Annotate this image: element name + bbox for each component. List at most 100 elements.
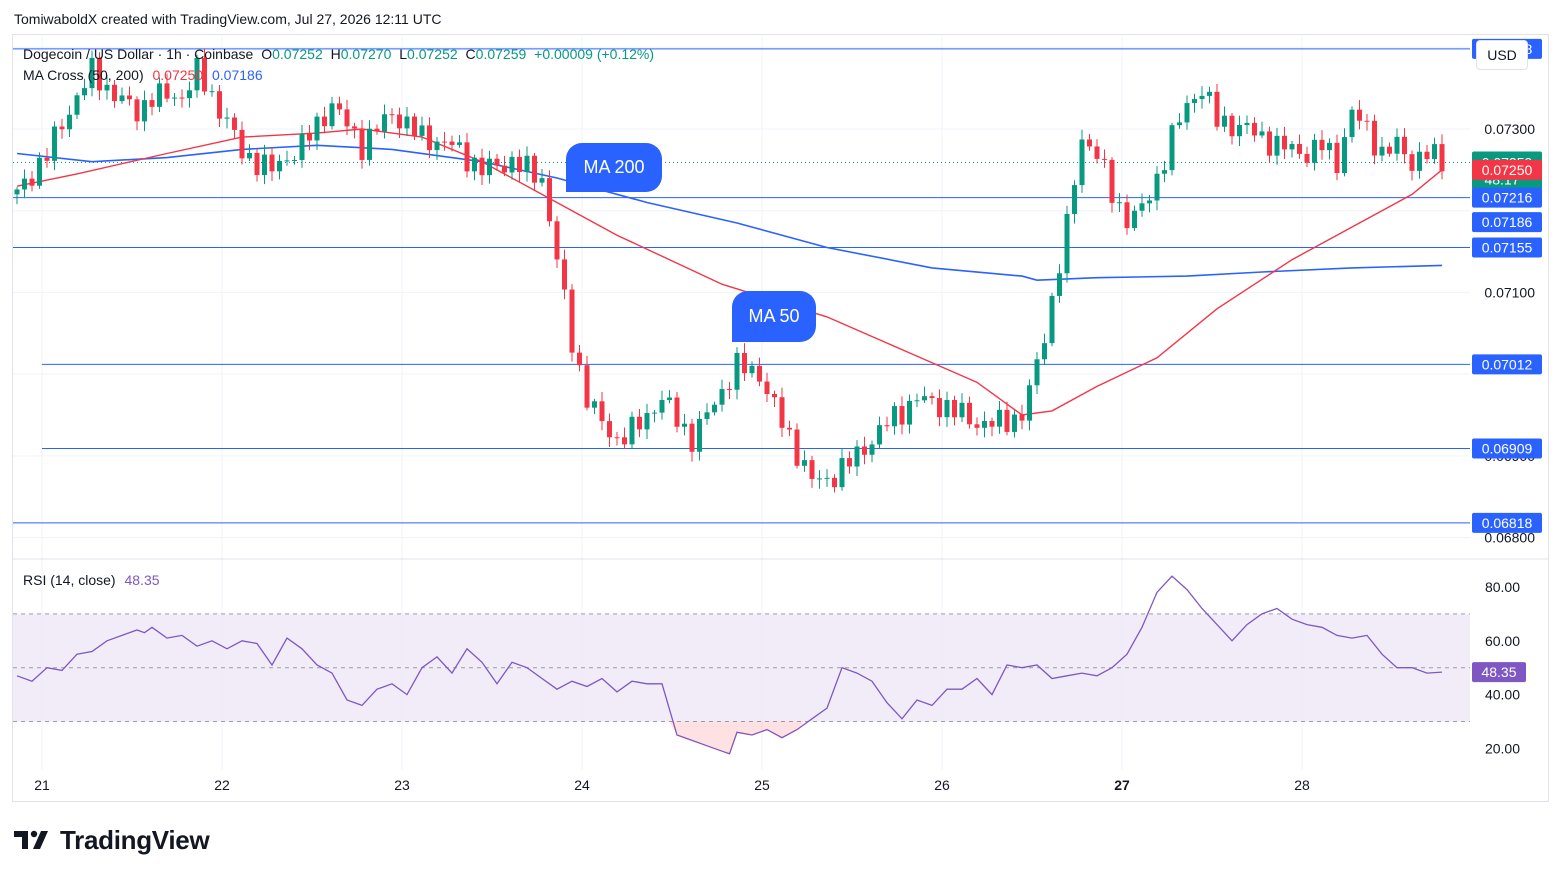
rsi-band [13, 613, 1470, 723]
chart-credit: TomiwaboldX created with TradingView.com… [14, 11, 442, 27]
candle-body [359, 128, 365, 160]
candle-body [1394, 136, 1400, 154]
candle-body [1207, 91, 1212, 96]
candle-body [1349, 109, 1355, 138]
candle-body [974, 424, 980, 428]
candle-body [1297, 143, 1302, 154]
candle-body [164, 83, 170, 99]
candle-body [1327, 142, 1332, 151]
price-tick-label: 0.06800 [1484, 530, 1535, 546]
candle-body [299, 133, 305, 160]
high-label: H [330, 46, 341, 62]
rsi-value: 48.35 [124, 572, 160, 588]
candle-body [1117, 202, 1122, 204]
candle-body [44, 157, 50, 161]
candle-body [1439, 144, 1445, 172]
candle-body [1372, 120, 1377, 156]
candle-body [1379, 146, 1385, 156]
price-tag [1472, 512, 1542, 533]
candle-body [59, 126, 65, 130]
candle-body [1109, 159, 1115, 203]
candle-body [277, 160, 282, 172]
candle-body [262, 154, 267, 176]
candle-body [434, 141, 440, 151]
candle-body [29, 178, 35, 186]
price-tag-label: 0.07012 [1482, 356, 1533, 372]
candle-body [614, 437, 620, 439]
candle-body [427, 125, 432, 151]
candle-body [719, 389, 725, 405]
tradingview-logo-icon [14, 830, 48, 849]
candle-body [562, 259, 567, 290]
candle-body [1004, 409, 1010, 432]
axes: 21222324252627280.073000.071000.069000.0… [34, 121, 1535, 793]
candle-body [1244, 122, 1250, 126]
ma-legend[interactable]: MA Cross (50, 200) 0.07250 0.07186 [23, 67, 263, 83]
candle-body [464, 142, 470, 172]
close-value: 0.07259 [475, 46, 527, 62]
candle-body [1064, 213, 1070, 274]
candle-body [952, 399, 957, 418]
candle-body [284, 160, 290, 162]
candle-body [734, 352, 740, 390]
candle-body [1417, 151, 1422, 171]
candle-body [1147, 200, 1152, 204]
candle-body [502, 165, 507, 173]
candle-body [1087, 139, 1092, 147]
candle-body [749, 365, 755, 374]
candles [14, 48, 1445, 493]
price-tag [1472, 159, 1542, 180]
ma50-line [16, 128, 1443, 416]
price-tick-label: 0.07100 [1484, 284, 1535, 300]
candle-body [1034, 359, 1040, 386]
candle-body [997, 409, 1002, 427]
rsi-tick-label: 40.00 [1485, 687, 1520, 703]
candle-body [254, 152, 260, 176]
open-value: 0.07252 [272, 46, 323, 62]
candle-body [1334, 142, 1340, 174]
rsi-legend[interactable]: RSI (14, close) 48.35 [23, 572, 160, 588]
candle-body [1192, 99, 1197, 104]
candle-body [1282, 135, 1287, 150]
candle-body [854, 446, 860, 467]
x-tick-label: 22 [214, 777, 230, 793]
candle-body [202, 57, 207, 92]
price-tick-label: 0.07300 [1484, 121, 1535, 137]
candle-body [554, 221, 560, 260]
candle-body [82, 88, 87, 96]
candle-body [1402, 136, 1407, 155]
candle-body [524, 155, 530, 173]
candle-body [622, 437, 627, 445]
open-label: O [261, 46, 273, 62]
candle-body [1237, 125, 1242, 137]
candle-body [1102, 158, 1107, 160]
x-tick-label: 23 [394, 777, 410, 793]
candle-body [1162, 170, 1167, 174]
tradingview-brand[interactable]: TradingView [14, 825, 210, 855]
symbol-legend[interactable]: Dogecoin / US Dollar · 1h · Coinbase O0.… [23, 46, 654, 62]
candle-body [14, 189, 20, 195]
candle-body [1124, 202, 1130, 229]
candle-body [1012, 414, 1017, 432]
x-tick-label: 24 [574, 777, 590, 793]
ma50-value: 0.07250 [152, 67, 204, 83]
candle-body [539, 178, 545, 183]
ma50-callout: MA 50 [732, 291, 816, 342]
candle-body [179, 97, 185, 99]
candle-body [1259, 131, 1265, 136]
price-tag-label: 0.07250 [1482, 162, 1533, 178]
candle-body [772, 394, 777, 398]
candle-body [1289, 143, 1295, 150]
rsi-tick-label: 60.00 [1485, 633, 1520, 649]
candle-body [382, 114, 387, 132]
candle-body [487, 158, 492, 176]
price-tag-label: 0.07155 [1482, 239, 1533, 255]
candle-body [689, 423, 695, 452]
currency-button[interactable]: USD [1476, 40, 1528, 70]
candle-body [577, 352, 582, 366]
candle-body [922, 396, 927, 401]
rsi-oversold-fill [669, 721, 805, 754]
candle-body [839, 458, 845, 488]
candle-body [1049, 295, 1055, 344]
